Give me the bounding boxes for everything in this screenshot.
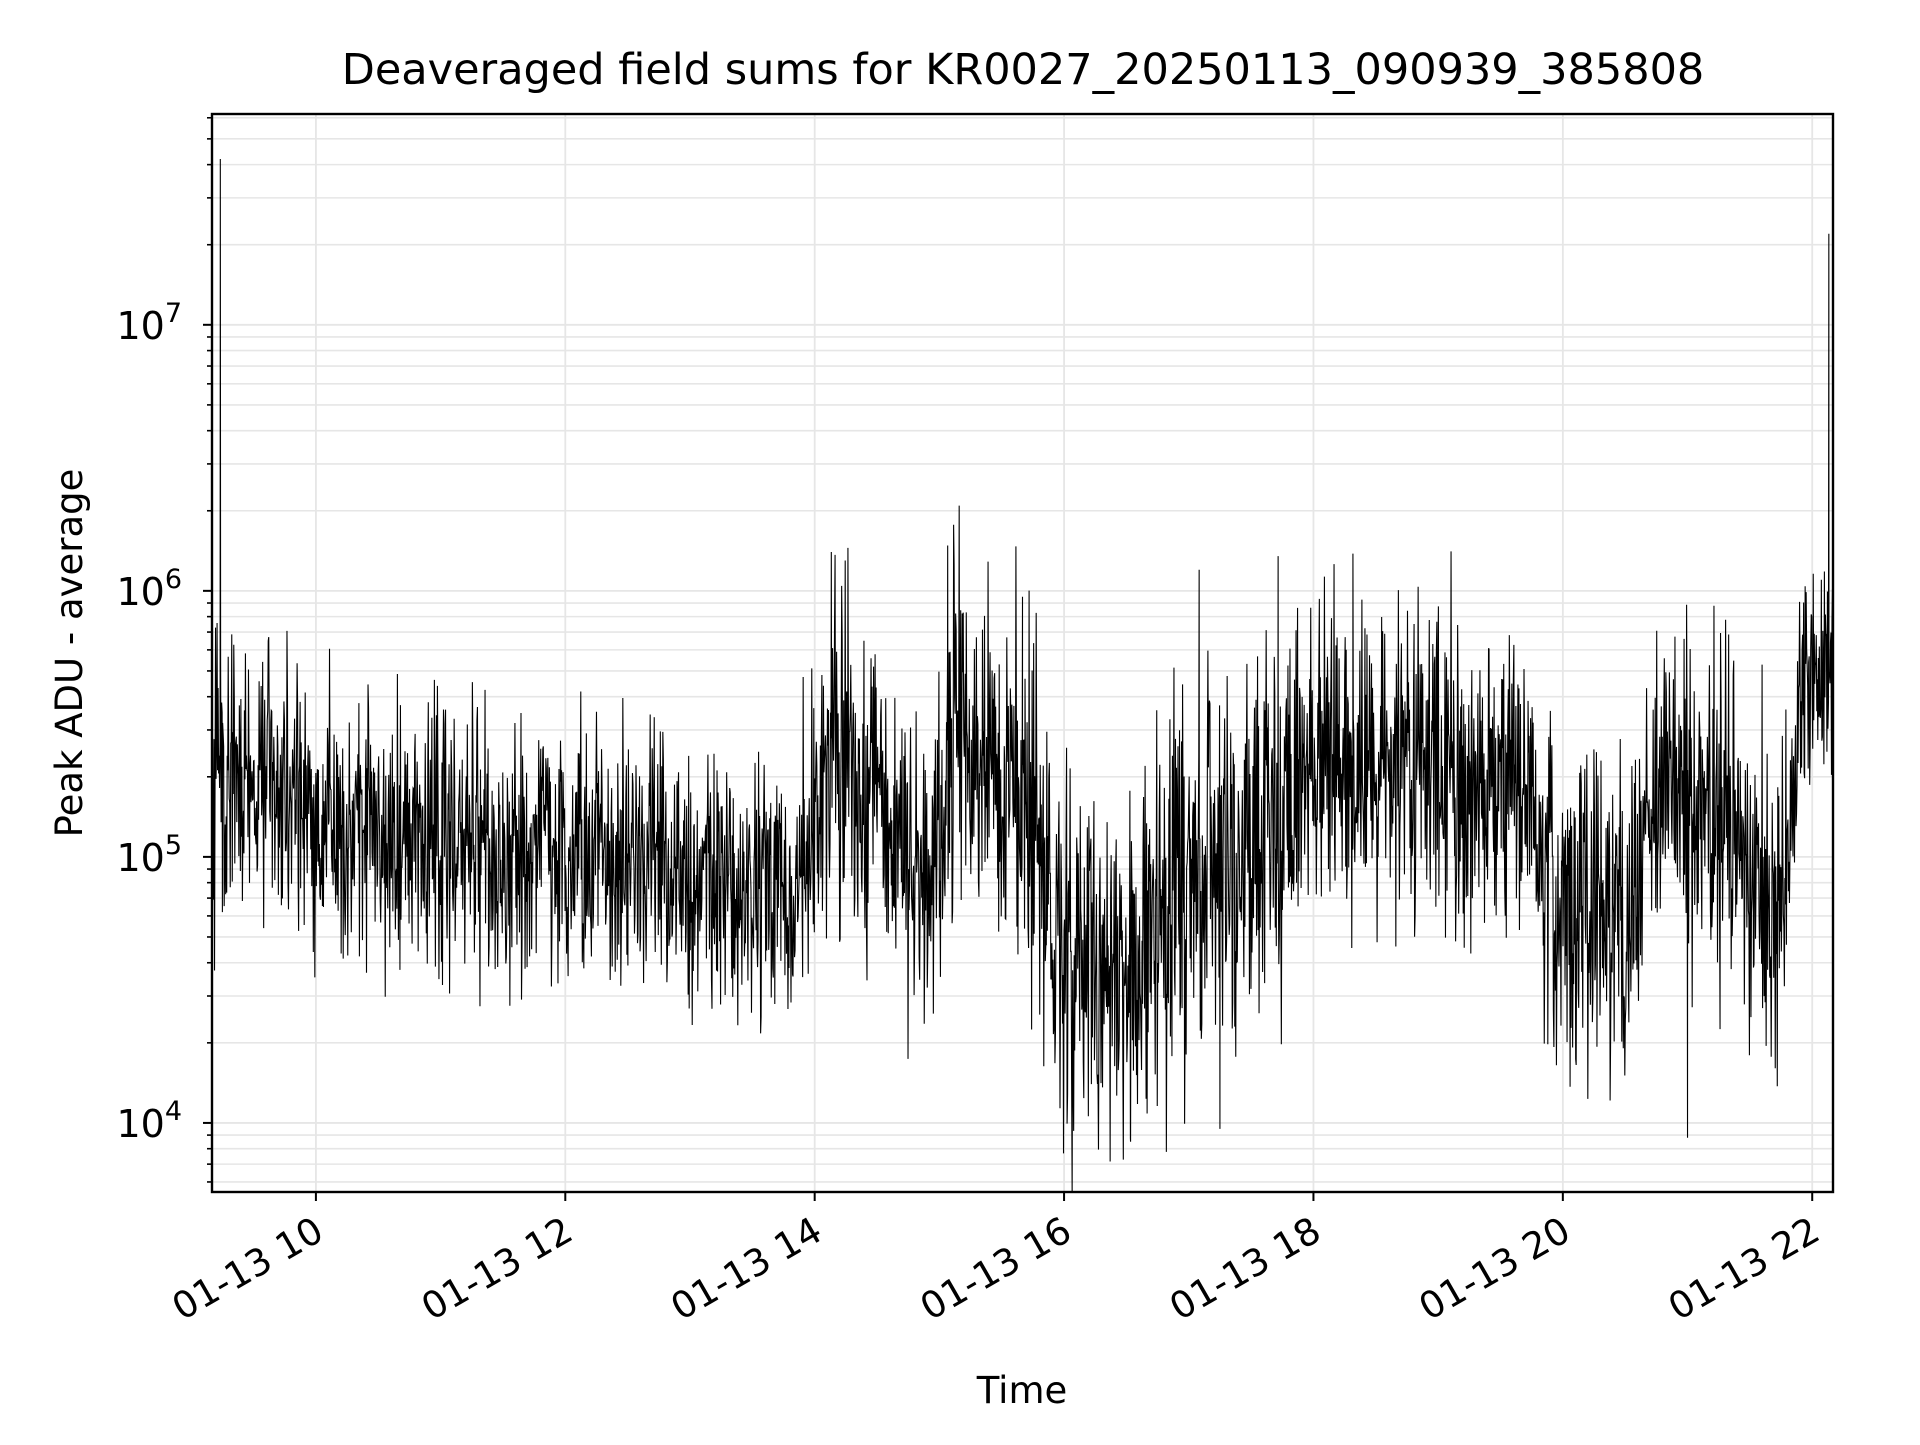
- series-line: [212, 158, 1833, 1192]
- plot-area: [212, 158, 1833, 1192]
- x-axis-label: Time: [976, 1369, 1068, 1412]
- y-axis-label: Peak ADU - average: [48, 469, 91, 838]
- axes-frame: [210, 112, 1835, 1194]
- chart-title: Deaveraged field sums for KR0027_2025011…: [342, 45, 1705, 95]
